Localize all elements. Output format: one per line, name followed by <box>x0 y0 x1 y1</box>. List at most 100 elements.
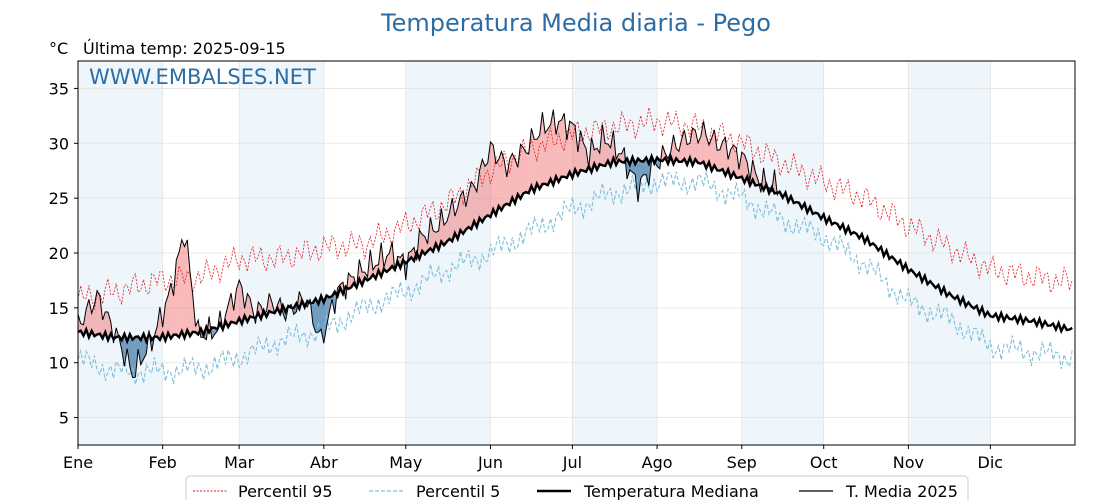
y-tick-label: 20 <box>49 244 69 263</box>
area-above-median <box>577 130 581 176</box>
x-tick-label: Feb <box>149 453 177 472</box>
area-above-median <box>717 149 720 171</box>
area-above-median <box>561 113 565 177</box>
y-unit-label: °C <box>49 39 68 58</box>
area-above-median <box>575 125 578 176</box>
x-tick-label: Nov <box>893 453 924 472</box>
area-above-median <box>512 153 515 204</box>
legend-label-p5: Percentil 5 <box>416 482 500 500</box>
area-above-median <box>88 299 92 338</box>
area-below-median <box>640 161 644 179</box>
area-above-median <box>99 296 103 339</box>
legend: Percentil 95 Percentil 5 Temperatura Med… <box>185 475 969 500</box>
area-above-median <box>474 185 477 227</box>
area-above-median <box>684 130 688 165</box>
area-above-median <box>528 128 532 194</box>
area-above-median <box>449 198 453 242</box>
line-temperatura-mediana <box>77 152 1073 345</box>
last-reading-label: Última temp: 2025-09-15 <box>83 39 286 58</box>
area-above-median <box>733 145 737 178</box>
area-above-median <box>173 260 177 335</box>
x-tick-label: Jun <box>477 453 503 472</box>
area-above-median <box>700 121 704 164</box>
area-above-median <box>386 253 390 272</box>
x-tick-label: Dic <box>978 453 1004 472</box>
area-above-median <box>179 239 182 338</box>
area-above-median <box>550 109 554 185</box>
area-above-median <box>520 144 524 199</box>
area-above-median <box>501 151 505 211</box>
x-tick-label: Ene <box>63 453 93 472</box>
area-above-median <box>452 198 455 242</box>
area-above-median <box>228 293 231 327</box>
area-above-median <box>523 147 526 194</box>
area-above-median <box>602 124 606 166</box>
area-above-median <box>176 252 180 338</box>
area-above-median <box>504 159 507 206</box>
y-tick-label: 35 <box>49 79 69 98</box>
area-above-median <box>468 181 472 230</box>
area-above-median <box>195 320 199 335</box>
y-tick-label: 5 <box>59 409 69 428</box>
x-tick-label: Jul <box>562 453 582 472</box>
x-tick-label: Oct <box>810 453 838 472</box>
area-above-median <box>741 152 745 183</box>
area-above-median <box>558 120 562 182</box>
area-above-median <box>247 293 251 322</box>
area-above-median <box>698 136 701 164</box>
legend-label-median: Temperatura Mediana <box>583 482 759 500</box>
area-below-median <box>758 180 761 193</box>
area-above-median <box>536 135 540 189</box>
area-above-median <box>566 121 570 178</box>
area-above-median <box>485 163 488 218</box>
area-above-median <box>531 128 535 193</box>
area-above-median <box>482 159 485 222</box>
area-above-median <box>190 271 193 337</box>
area-below-median <box>211 327 215 339</box>
area-above-median <box>673 135 677 165</box>
area-above-median <box>438 208 442 250</box>
y-tick-label: 30 <box>49 134 69 153</box>
x-tick-label: Abr <box>310 453 338 472</box>
legend-label-p95: Percentil 95 <box>238 482 333 500</box>
area-above-median <box>97 290 100 335</box>
area-above-median <box>692 128 696 166</box>
area-above-median <box>236 280 240 324</box>
x-tick-label: May <box>389 453 422 472</box>
area-below-median <box>121 333 125 367</box>
area-below-median <box>140 333 144 365</box>
area-above-median <box>476 170 480 227</box>
area-above-median <box>78 314 81 332</box>
area-above-median <box>722 137 726 176</box>
area-above-median <box>495 159 499 216</box>
area-above-median <box>209 316 212 339</box>
area-above-median <box>422 234 425 255</box>
x-tick-label: Mar <box>224 453 255 472</box>
area-below-median <box>315 298 319 333</box>
y-tick-label: 15 <box>49 299 69 318</box>
legend-frame <box>185 475 969 500</box>
area-above-median <box>181 239 185 338</box>
line-t-media-2025 <box>77 109 781 379</box>
area-above-median <box>269 293 272 313</box>
area-above-median <box>509 153 513 206</box>
area-above-median <box>239 280 242 324</box>
area-below-median <box>312 298 316 333</box>
y-tick-label: 25 <box>49 189 69 208</box>
line-percentil-5 <box>77 171 1073 385</box>
area-above-median <box>621 147 625 163</box>
x-tick-label: Ago <box>642 453 673 472</box>
legend-label-current: T. Media 2025 <box>845 482 958 500</box>
area-below-median <box>638 158 641 202</box>
area-above-median <box>465 193 469 230</box>
area-above-median <box>678 138 682 162</box>
area-below-median <box>323 295 327 344</box>
area-above-median <box>583 142 587 172</box>
area-above-median <box>498 151 502 211</box>
area-above-median <box>184 239 188 338</box>
area-above-median <box>526 152 529 194</box>
chart-title: Temperatura Media diaria - Pego <box>380 9 771 37</box>
x-tick-label: Sep <box>727 453 757 472</box>
area-above-median <box>389 241 393 270</box>
